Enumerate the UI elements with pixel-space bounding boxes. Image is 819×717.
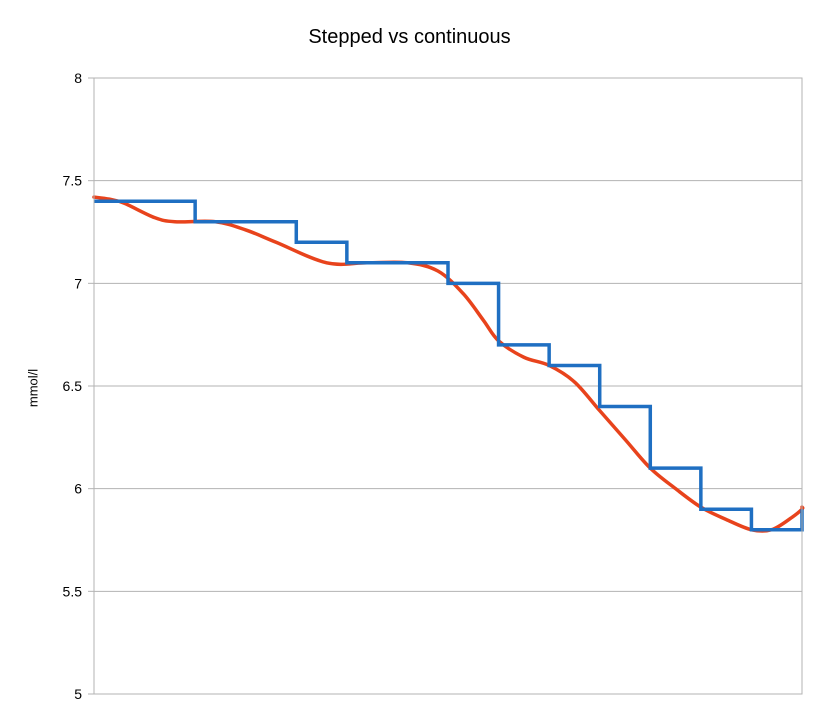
gridlines (88, 77, 802, 695)
continuous-series-line (92, 195, 805, 533)
y-tick-label: 8 (74, 70, 82, 86)
y-tick-label: 6.5 (63, 378, 83, 394)
chart-title: Stepped vs continuous (308, 26, 511, 48)
y-tick-label: 7.5 (63, 173, 83, 189)
series-layer (92, 195, 805, 533)
plot-frame (93, 77, 803, 695)
y-tick-label: 7 (74, 275, 82, 291)
y-tick-label: 5.5 (63, 583, 83, 599)
stepped-series-line (94, 199, 804, 532)
y-tick-labels: 5 5.5 6 6.5 7 7.5 8 (63, 70, 83, 702)
y-tick-label: 6 (74, 481, 82, 497)
y-tick-label: 5 (74, 686, 82, 702)
